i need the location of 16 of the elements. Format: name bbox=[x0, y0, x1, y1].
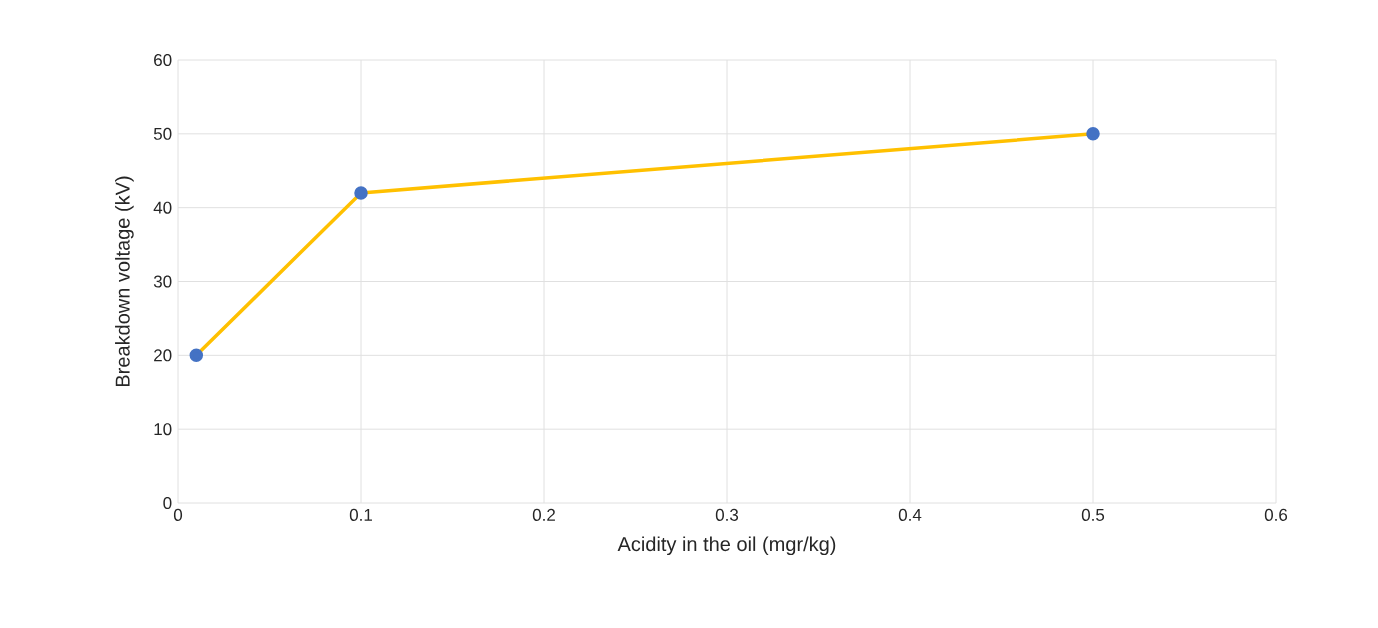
x-tick-label: 0.4 bbox=[898, 508, 922, 521]
x-axis-title: Acidity in the oil (mgr/kg) bbox=[617, 536, 836, 556]
y-tick-label: 10 bbox=[154, 423, 172, 436]
y-tick-label: 40 bbox=[153, 201, 172, 214]
x-tick-label: 0.6 bbox=[1264, 508, 1288, 521]
y-tick-label: 0 bbox=[163, 496, 172, 510]
x-tick-label: 0.3 bbox=[715, 508, 739, 521]
y-tick-label: 20 bbox=[154, 349, 172, 362]
y-tick-label: 50 bbox=[153, 127, 172, 140]
x-tick-label: 0 bbox=[173, 508, 183, 521]
x-tick-label: 0.5 bbox=[1081, 508, 1105, 521]
y-axis-title: Breakdown voltage (kV) bbox=[115, 176, 134, 387]
y-tick-label: 60 bbox=[154, 53, 172, 67]
x-tick-label: 0.1 bbox=[349, 508, 372, 521]
x-tick-label: 0.2 bbox=[532, 508, 555, 521]
y-tick-label: 30 bbox=[153, 275, 172, 288]
